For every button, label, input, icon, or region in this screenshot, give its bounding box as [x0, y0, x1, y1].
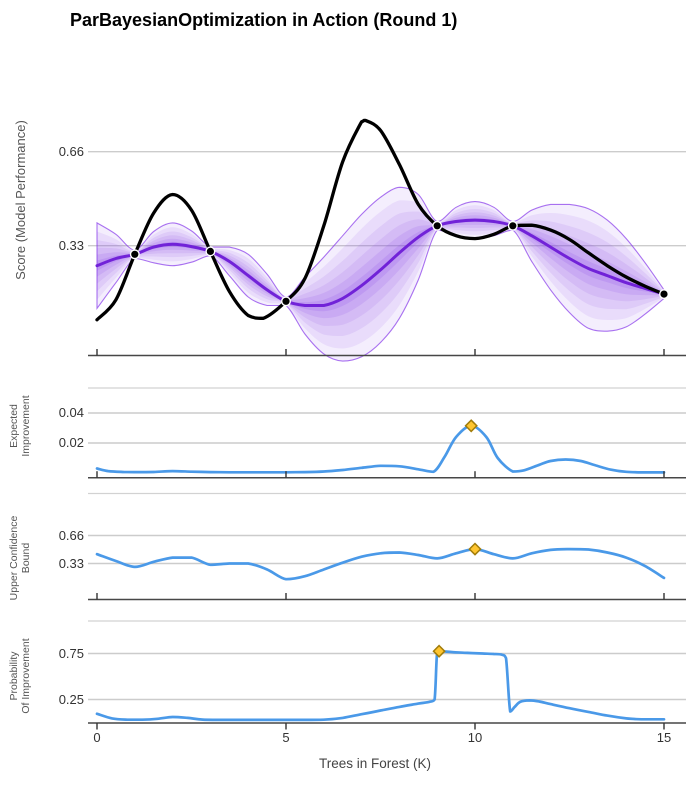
observation-point	[507, 220, 518, 231]
gp-uncertainty-band	[97, 217, 664, 312]
y-tick-label: 0.66	[58, 143, 84, 159]
expected-improvement-line	[95, 424, 666, 474]
y-tick-label: 0.25	[58, 691, 84, 707]
gp-uncertainty-band	[97, 215, 664, 319]
true-function-line	[95, 118, 666, 322]
best-point-marker	[468, 542, 482, 556]
best-point-marker	[432, 644, 446, 658]
x-axis-label: Trees in Forest (K)	[318, 756, 432, 771]
y-axis-label-probability-of-improvement: Probability Of Improvement	[8, 591, 32, 761]
y-axis-label-pi-line1: Probability	[8, 651, 20, 701]
y-axis-label-score: Score (Model Performance)	[13, 100, 29, 300]
gp-mean-line	[95, 218, 666, 307]
y-axis-label-pi-line2: Of Improvement	[20, 638, 32, 714]
y-axis-label-score-line: Score (Model Performance)	[13, 120, 28, 280]
upper-confidence-bound-line	[95, 547, 666, 581]
y-tick-label: 0.66	[58, 527, 84, 543]
x-tick-label: 10	[467, 730, 483, 745]
best-point-marker	[464, 419, 478, 433]
y-tick-label: 0.33	[58, 555, 84, 571]
observation-point	[281, 296, 292, 307]
y-tick-label: 0.33	[58, 237, 84, 253]
observation-point	[205, 246, 216, 257]
chart-title: ParBayesianOptimization in Action (Round…	[70, 10, 458, 30]
gp-uncertainty-band	[97, 200, 664, 349]
y-tick-label: 0.04	[58, 405, 84, 420]
gp-uncertainty-band	[97, 209, 664, 336]
y-tick-label: 0.75	[58, 645, 84, 661]
y-tick-label: 0.02	[58, 435, 84, 450]
observation-point	[432, 220, 443, 231]
x-tick-label: 0	[93, 730, 101, 745]
observation-point	[129, 249, 140, 260]
probability-of-improvement-line	[95, 649, 666, 722]
x-tick-label: 5	[282, 730, 290, 745]
x-tick-label: 15	[656, 730, 672, 745]
observation-point	[659, 289, 670, 300]
